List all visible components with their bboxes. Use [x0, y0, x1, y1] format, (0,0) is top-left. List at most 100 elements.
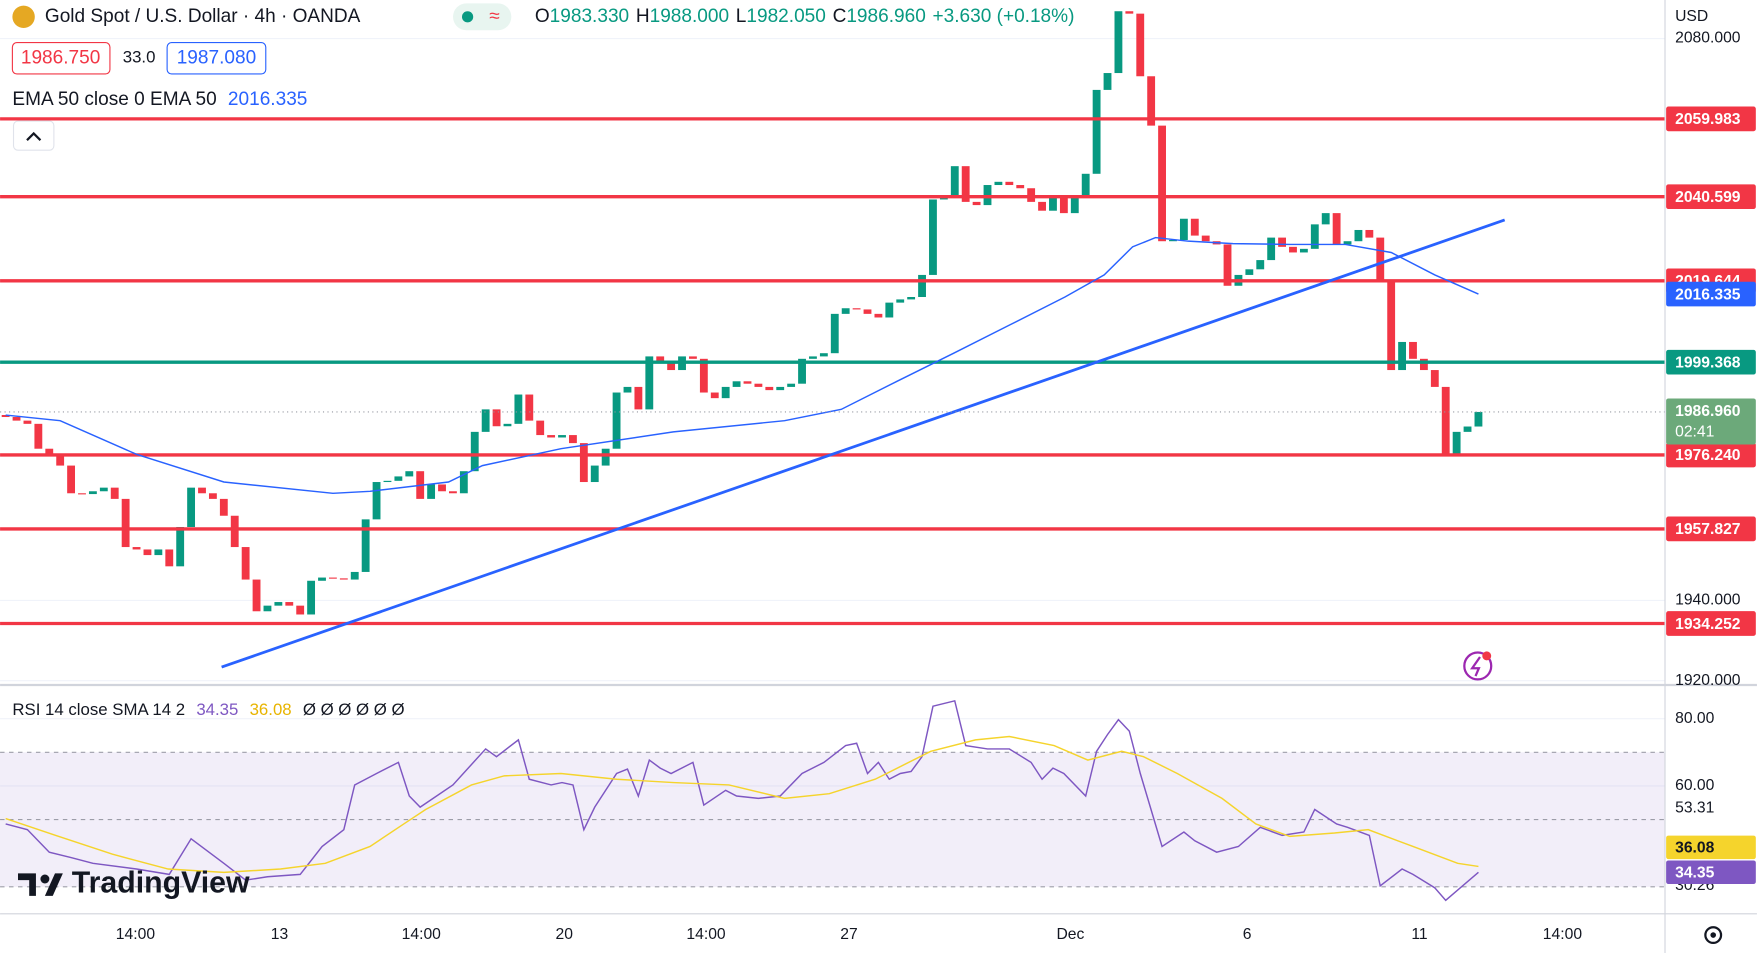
- candle-body: [110, 487, 119, 499]
- level-label-box: [1666, 611, 1756, 636]
- candle-body: [569, 435, 577, 444]
- candle-body: [1354, 229, 1363, 242]
- collapse-button[interactable]: [12, 120, 55, 151]
- candle-body: [776, 386, 785, 391]
- ohlc-label: O: [535, 6, 550, 27]
- candle-body: [176, 526, 185, 567]
- candle-body: [361, 519, 370, 572]
- candle-body: [318, 577, 326, 581]
- rsi-name: RSI 14 close SMA 14 2: [12, 700, 185, 719]
- candle-body: [809, 356, 817, 359]
- candle-body: [1419, 358, 1428, 371]
- countdown: 02:41: [1675, 423, 1714, 440]
- candle-body: [1147, 76, 1156, 126]
- rsi-value-label: 34.35: [1675, 864, 1715, 881]
- candle-body: [1409, 341, 1417, 359]
- rsi-value: 34.35: [196, 700, 238, 719]
- logo-dot: [40, 874, 50, 884]
- status-pill[interactable]: [453, 3, 512, 31]
- candle-body: [1169, 240, 1177, 242]
- candle-body: [634, 386, 643, 410]
- x-tick-label: Dec: [1056, 926, 1084, 943]
- rsi-line: [5, 699, 1479, 902]
- last-price-label: 1986.960: [1675, 403, 1741, 420]
- grid: [0, 37, 1666, 787]
- level-label-box: [1666, 184, 1756, 210]
- candle-body: [23, 420, 32, 424]
- candle-body: [1474, 411, 1483, 427]
- x-tick-label: 14:00: [686, 926, 726, 943]
- alert-badge: [1482, 651, 1492, 661]
- candle-body: [187, 487, 196, 527]
- candle-body: [230, 515, 239, 548]
- level-label-box: [1666, 516, 1756, 542]
- candle-body: [787, 383, 796, 387]
- candle-body: [1190, 218, 1199, 236]
- candle-body: [1430, 370, 1439, 387]
- x-tick-label: 14:00: [1543, 926, 1583, 943]
- candle-body: [874, 313, 883, 318]
- currency[interactable]: USD: [1675, 8, 1708, 25]
- candle-body: [1452, 431, 1461, 455]
- candle-body: [1278, 237, 1286, 247]
- ema-name: EMA 50 close 0 EMA 50: [12, 89, 216, 110]
- candle-body: [1289, 246, 1297, 253]
- candle-body: [1059, 196, 1068, 214]
- level-label: 1957.827: [1675, 521, 1741, 538]
- ohlc-value: 1983.330: [550, 6, 629, 27]
- ema-label-box: [1666, 281, 1756, 307]
- candle-body: [1398, 341, 1407, 371]
- level-label: 2059.983: [1675, 111, 1741, 128]
- candle-body: [689, 356, 697, 359]
- candle-body: [1114, 11, 1123, 74]
- candle-body: [841, 308, 850, 314]
- scale-label: 53.31: [1675, 800, 1714, 817]
- candle-body: [88, 491, 97, 495]
- rsi-legend: RSI 14 close SMA 14 2 34.35 36.08 Ø Ø Ø Ø Ø…: [12, 700, 404, 719]
- settings-icon[interactable]: [1704, 926, 1723, 945]
- candle-body: [929, 199, 937, 275]
- candle-body: [699, 358, 708, 393]
- candle-body: [1, 415, 10, 418]
- candle-body: [78, 493, 86, 495]
- sell-box[interactable]: [11, 42, 111, 75]
- rsi-band: [0, 752, 1666, 887]
- ohlc-value: 1982.050: [746, 6, 825, 27]
- candle-body: [1332, 213, 1341, 245]
- level-label: 1976.240: [1675, 447, 1741, 464]
- candle-body: [918, 274, 926, 298]
- buy-box[interactable]: [166, 42, 267, 75]
- candle-body: [1387, 280, 1396, 371]
- candle-body: [743, 381, 752, 384]
- candle-body: [765, 386, 774, 391]
- axes: 14:00 13 14:00 20 14:00 27 Dec 6 11 14:00 1920.000…: [116, 30, 1756, 943]
- candle-body: [667, 361, 676, 371]
- candle-body: [12, 417, 21, 421]
- bid: 1986.750: [21, 47, 100, 68]
- candle-body: [1070, 196, 1079, 214]
- x-tick-label: 13: [271, 926, 289, 943]
- candle-body: [405, 471, 414, 477]
- candle-body: [274, 602, 283, 606]
- candle-body: [252, 579, 261, 612]
- candle-body: [1038, 201, 1046, 211]
- candle-body: [165, 549, 174, 567]
- candle-body: [45, 448, 54, 455]
- candle-body: [972, 201, 981, 206]
- candle-body: [1103, 73, 1112, 90]
- ema-line: [5, 236, 1479, 495]
- candle-body: [132, 547, 141, 550]
- candle-body: [1125, 11, 1134, 14]
- brand: TradingView: [72, 867, 250, 900]
- candle-body: [241, 547, 250, 580]
- candle-body: [907, 297, 916, 300]
- y-tick-label: 80.00: [1675, 710, 1715, 727]
- alert-bolt: [1470, 656, 1481, 677]
- candle-body: [579, 443, 588, 483]
- candle-body: [830, 313, 839, 354]
- candle-body: [1463, 426, 1472, 432]
- candle-body: [798, 358, 806, 384]
- candle-body: [503, 423, 512, 427]
- ohlc-value: 1986.960: [846, 6, 925, 27]
